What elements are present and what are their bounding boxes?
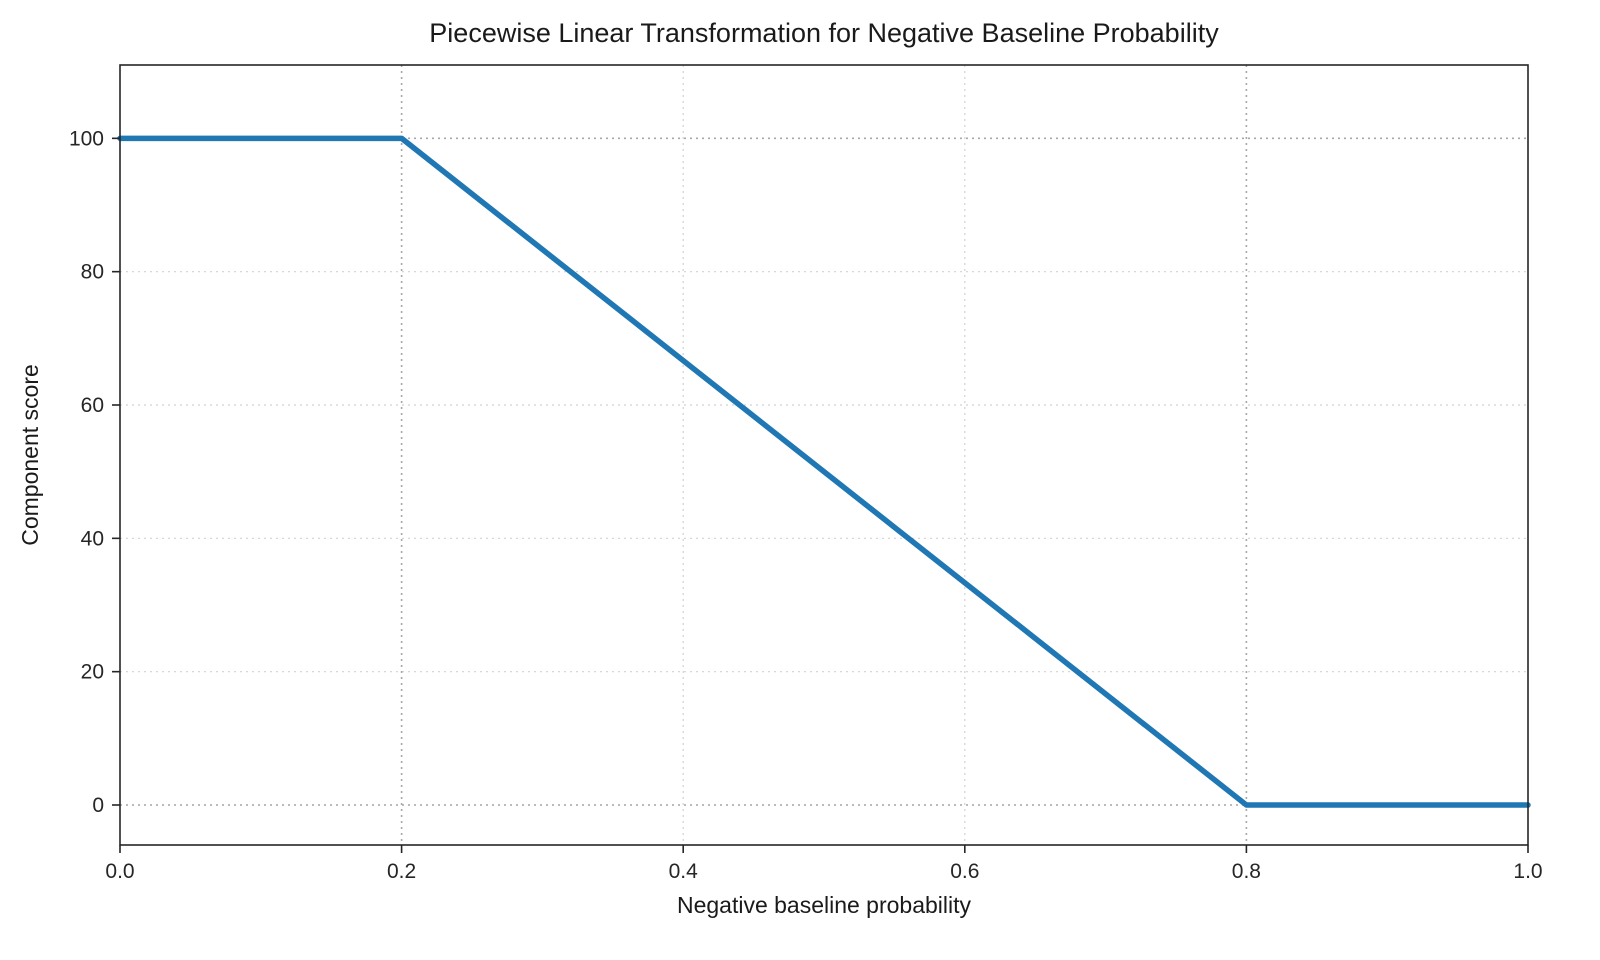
y-tick-label: 0 — [92, 794, 104, 817]
x-axis-label: Negative baseline probability — [677, 892, 972, 918]
x-tick-label: 0.0 — [105, 860, 134, 883]
grid-layer — [120, 65, 1528, 845]
x-tick-label: 0.2 — [387, 860, 416, 883]
x-tick-label: 1.0 — [1513, 860, 1542, 883]
y-tick-label: 100 — [69, 127, 104, 150]
line-series — [117, 135, 1531, 808]
y-tick-label: 20 — [81, 661, 104, 684]
y-tick-label: 60 — [81, 394, 104, 417]
x-tick-label: 0.4 — [669, 860, 699, 883]
tick-layer: 0.0 0.2 0.4 0.6 0.8 1.0 0 20 40 60 80 100 — [69, 127, 1543, 883]
plot-border — [119, 64, 1529, 846]
x-tick-label: 0.8 — [1232, 860, 1261, 883]
y-tick-label: 80 — [81, 261, 104, 284]
chart-title: Piecewise Linear Transformation for Nega… — [429, 18, 1219, 48]
x-tick-label: 0.6 — [950, 860, 979, 883]
y-tick-label: 40 — [81, 527, 104, 550]
y-axis-label: Component score — [17, 364, 43, 546]
series-layer — [117, 135, 1531, 808]
